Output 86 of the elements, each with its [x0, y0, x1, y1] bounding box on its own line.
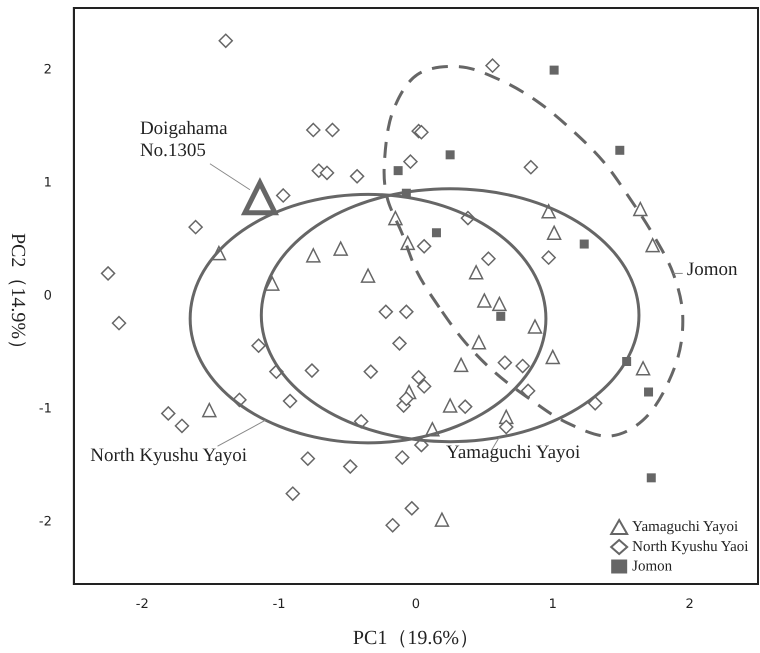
y-tick-label: 1: [44, 176, 52, 191]
point: [458, 399, 472, 414]
point: [636, 361, 650, 376]
point: [644, 388, 654, 396]
y-axis-title: PC2（14.9%）: [7, 232, 29, 360]
point: [472, 335, 486, 350]
x-tick-label: -1: [272, 597, 286, 612]
point: [496, 312, 506, 321]
legend-label: Jomon: [632, 558, 673, 574]
point: [477, 293, 492, 308]
point: [112, 316, 126, 330]
point: [202, 402, 217, 418]
point: [276, 188, 290, 203]
point: [286, 486, 300, 501]
point: [520, 384, 536, 398]
point: [218, 34, 233, 48]
point: [395, 450, 410, 465]
y-tick-label: -2: [38, 514, 52, 530]
point: [541, 250, 556, 265]
point: [588, 396, 602, 411]
point: [325, 122, 340, 138]
point: [434, 512, 450, 527]
point: [320, 166, 334, 180]
point: [399, 304, 414, 320]
point: [306, 248, 321, 263]
annotation: Doigahama No.1305: [140, 118, 228, 162]
point: [188, 220, 203, 234]
point: [416, 239, 432, 254]
point: [385, 518, 400, 533]
point: [304, 363, 320, 378]
point: [100, 266, 116, 281]
point: [414, 124, 429, 140]
point: [485, 58, 500, 73]
x-axis-title: PC1（19.6%）: [352, 627, 479, 649]
point: [646, 473, 656, 482]
legend-label: Yamaguchi Yayoi: [632, 519, 738, 535]
point: [333, 241, 348, 256]
point: [411, 370, 426, 385]
point: [282, 394, 298, 408]
point: [615, 146, 624, 155]
point: [524, 160, 538, 174]
point: [394, 166, 403, 176]
point: [492, 296, 507, 312]
point: [515, 358, 530, 374]
point: [251, 338, 266, 353]
point: [633, 202, 648, 216]
point: [546, 226, 562, 240]
point: [468, 265, 484, 280]
point: [300, 451, 316, 466]
point: [161, 406, 176, 421]
annotation: Yamaguchi Yayoi: [446, 442, 580, 463]
point: [498, 420, 514, 434]
point: [350, 169, 364, 184]
point: [404, 501, 420, 516]
point: [580, 240, 589, 249]
point: [550, 66, 559, 75]
point: [265, 276, 280, 291]
point: [399, 392, 414, 406]
x-tick-label: 0: [412, 597, 420, 612]
point: [645, 238, 660, 252]
annotation: North Kyushu Yayoi: [90, 445, 248, 466]
point: [392, 336, 407, 351]
x-tick-label: 2: [685, 597, 694, 612]
point: [403, 154, 418, 169]
legend-label: North Kyushu Yaoi: [632, 539, 748, 555]
point: [416, 379, 432, 394]
x-tick-label: -2: [136, 597, 149, 612]
point: [360, 268, 376, 283]
y-tick-label: 0: [44, 288, 52, 304]
point: [364, 364, 378, 379]
point: [498, 355, 512, 370]
x-tick-label: 1: [548, 597, 557, 612]
point: [546, 350, 560, 364]
point: [378, 304, 394, 320]
point: [432, 228, 441, 238]
point: [446, 150, 455, 160]
point: [528, 319, 542, 334]
point: [454, 358, 468, 372]
point: [306, 122, 321, 138]
point: [343, 459, 358, 474]
annotation: Jomon: [686, 258, 738, 280]
y-tick-label: -1: [38, 401, 52, 416]
point: [174, 418, 190, 434]
y-tick-label: 2: [44, 62, 52, 78]
point: [442, 398, 458, 413]
point: [481, 251, 496, 266]
